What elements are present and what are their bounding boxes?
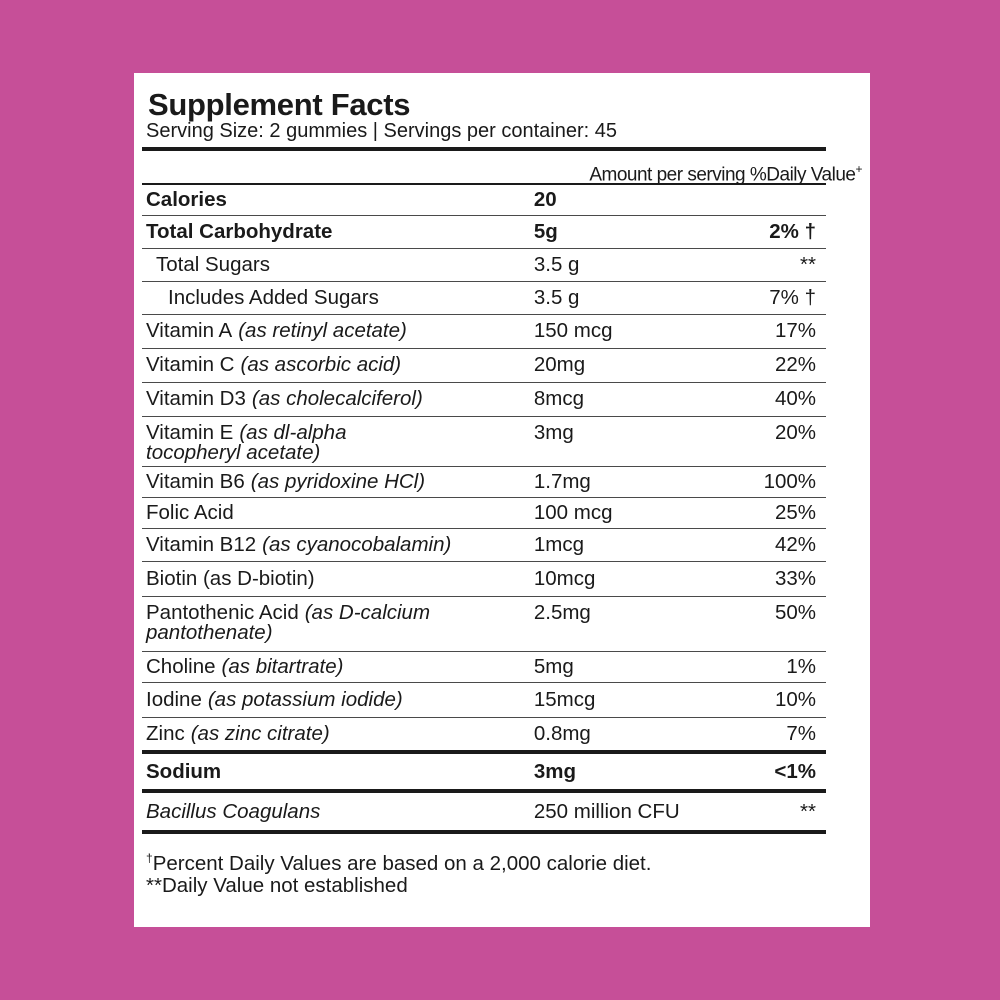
table-row: Total Sugars 3.5 g ** xyxy=(142,248,826,282)
nutrient-dv: 10% xyxy=(690,682,826,718)
table-row: Sodium 3mg <1% xyxy=(142,752,826,793)
nutrient-name: Biotin (as D-biotin) xyxy=(142,561,534,597)
header-dv: %Daily Value xyxy=(749,164,856,186)
nutrient-dv: 100% xyxy=(690,466,826,498)
footnote-daily-values: †Percent Daily Values are based on a 2,0… xyxy=(146,851,652,875)
table-row: Folic Acid 100 mcg 25% xyxy=(142,497,826,529)
nutrient-name: Vitamin B12 xyxy=(146,532,257,556)
header-rule xyxy=(142,183,826,185)
nutrient-qualifier: (as zinc citrate) xyxy=(190,721,330,745)
nutrient-dv: 33% xyxy=(690,561,826,597)
table-row: Bacillus Coagulans 250 million CFU ** xyxy=(142,791,826,834)
nutrient-name: Bacillus Coagulans xyxy=(142,791,534,834)
supplement-facts-panel: Supplement Facts Serving Size: 2 gummies… xyxy=(134,73,870,927)
nutrient-qualifier: (as bitartrate) xyxy=(221,654,344,678)
nutrient-dv: 2% † xyxy=(690,215,826,249)
nutrient-amount: 3mg xyxy=(533,752,691,793)
nutrient-amount: 10mcg xyxy=(533,561,691,597)
table-row: Vitamin E (as dl-alpha tocopheryl acetate)… xyxy=(142,416,826,467)
table-row: Calories 20 xyxy=(142,185,826,216)
footnote-mark: † xyxy=(146,851,153,865)
column-header: Amount per serving %Daily Value+ xyxy=(589,155,862,186)
table-row: Choline (as bitartrate) 5mg 1% xyxy=(142,651,826,683)
nutrient-qualifier: (as potassium iodide) xyxy=(207,687,403,711)
nutrient-amount: 3.5 g xyxy=(533,248,691,282)
nutrient-amount: 100 mcg xyxy=(533,497,691,529)
nutrient-qualifier: (as cholecalciferol) xyxy=(251,387,423,410)
nutrient-dv: ** xyxy=(690,791,826,834)
top-thick-rule xyxy=(142,147,826,151)
nutrient-dv: 7% xyxy=(690,717,826,754)
nutrient-name: Choline xyxy=(146,654,216,678)
table-row: Vitamin B6 (as pyridoxine HCl) 1.7mg 100% xyxy=(142,466,826,498)
nutrient-dv: 1% xyxy=(690,651,826,683)
nutrient-name: Vitamin B6 xyxy=(146,469,245,493)
nutrient-table: Calories 20 Total Carbohydrate 5g 2% † T… xyxy=(142,185,826,834)
nutrient-name: Sodium xyxy=(142,752,534,793)
nutrient-name: Calories xyxy=(142,185,534,216)
nutrient-dv: 20% xyxy=(690,416,826,467)
serving-info: Serving Size: 2 gummies | Servings per c… xyxy=(146,120,617,142)
nutrient-amount: 0.8mg xyxy=(533,717,691,754)
nutrient-name: Total Carbohydrate xyxy=(142,215,534,249)
nutrient-qualifier: (as retinyl acetate) xyxy=(238,319,407,342)
table-row: Vitamin C (as ascorbic acid) 20mg 22% xyxy=(142,348,826,383)
nutrient-amount: 2.5mg xyxy=(533,596,691,652)
nutrient-amount: 8mcg xyxy=(533,382,691,417)
nutrient-amount: 3mg xyxy=(533,416,691,467)
nutrient-name: Pantothenic Acid xyxy=(146,600,299,624)
nutrient-qualifier: (as pyridoxine HCl) xyxy=(250,469,426,493)
nutrient-name: Iodine xyxy=(146,687,202,711)
nutrient-qualifier-line2: pantothenate) xyxy=(146,620,273,644)
nutrient-amount: 20 xyxy=(533,185,691,216)
table-row: Vitamin B12 (as cyanocobalamin) 1mcg 42% xyxy=(142,528,826,562)
table-row: Zinc (as zinc citrate) 0.8mg 7% xyxy=(142,717,826,754)
nutrient-dv: <1% xyxy=(690,752,826,793)
nutrient-name: Vitamin A xyxy=(146,319,233,342)
nutrient-qualifier: (as ascorbic acid) xyxy=(240,353,402,376)
nutrient-qualifier: (as cyanocobalamin) xyxy=(262,532,452,556)
label-title: Supplement Facts xyxy=(148,87,411,122)
table-row: Pantothenic Acid (as D-calcium pantothenat… xyxy=(142,596,826,652)
table-row: Total Carbohydrate 5g 2% † xyxy=(142,215,826,249)
nutrient-name: Vitamin E xyxy=(146,420,234,444)
table-row: Biotin (as D-biotin) 10mcg 33% xyxy=(142,561,826,597)
nutrient-name: Folic Acid xyxy=(142,497,534,529)
nutrient-dv: 17% xyxy=(690,314,826,349)
nutrient-amount: 15mcg xyxy=(533,682,691,718)
table-row: Vitamin A (as retinyl acetate) 150 mcg 17… xyxy=(142,314,826,349)
nutrient-dv xyxy=(690,185,826,216)
footnotes: †Percent Daily Values are based on a 2,0… xyxy=(146,847,651,897)
nutrient-name: Vitamin C xyxy=(146,353,235,376)
nutrient-amount: 20mg xyxy=(533,348,691,383)
nutrient-name: Zinc xyxy=(146,721,185,745)
table-row: Vitamin D3 (as cholecalciferol) 8mcg 40% xyxy=(142,382,826,417)
nutrient-qualifier-line2: tocopheryl acetate) xyxy=(146,440,321,464)
nutrient-qualifier: (as D-calcium xyxy=(304,600,431,624)
nutrient-name: Vitamin D3 xyxy=(146,387,246,410)
nutrient-dv: ** xyxy=(690,248,826,282)
nutrient-amount: 3.5 g xyxy=(533,281,691,315)
table-row: Iodine (as potassium iodide) 15mcg 10% xyxy=(142,682,826,718)
header-dv-mark: + xyxy=(855,162,862,176)
nutrient-dv: 25% xyxy=(690,497,826,529)
nutrient-dv: 42% xyxy=(690,528,826,562)
nutrient-amount: 5g xyxy=(533,215,691,249)
nutrient-qualifier: (as dl-alpha xyxy=(239,420,347,444)
nutrient-amount: 1.7mg xyxy=(533,466,691,498)
nutrient-amount: 250 million CFU xyxy=(533,791,691,834)
nutrient-dv: 50% xyxy=(690,596,826,652)
nutrient-name: Total Sugars xyxy=(156,252,270,276)
footnote-not-established: **Daily Value not established xyxy=(146,873,408,897)
nutrient-dv: 40% xyxy=(690,382,826,417)
header-amount: Amount per serving xyxy=(589,164,746,186)
nutrient-amount: 5mg xyxy=(533,651,691,683)
nutrient-amount: 150 mcg xyxy=(533,314,691,349)
nutrient-name: Includes Added Sugars xyxy=(168,285,379,309)
nutrient-amount: 1mcg xyxy=(533,528,691,562)
nutrient-dv: 22% xyxy=(690,348,826,383)
nutrient-dv: 7% † xyxy=(690,281,826,315)
table-row: Includes Added Sugars 3.5 g 7% † xyxy=(142,281,826,315)
